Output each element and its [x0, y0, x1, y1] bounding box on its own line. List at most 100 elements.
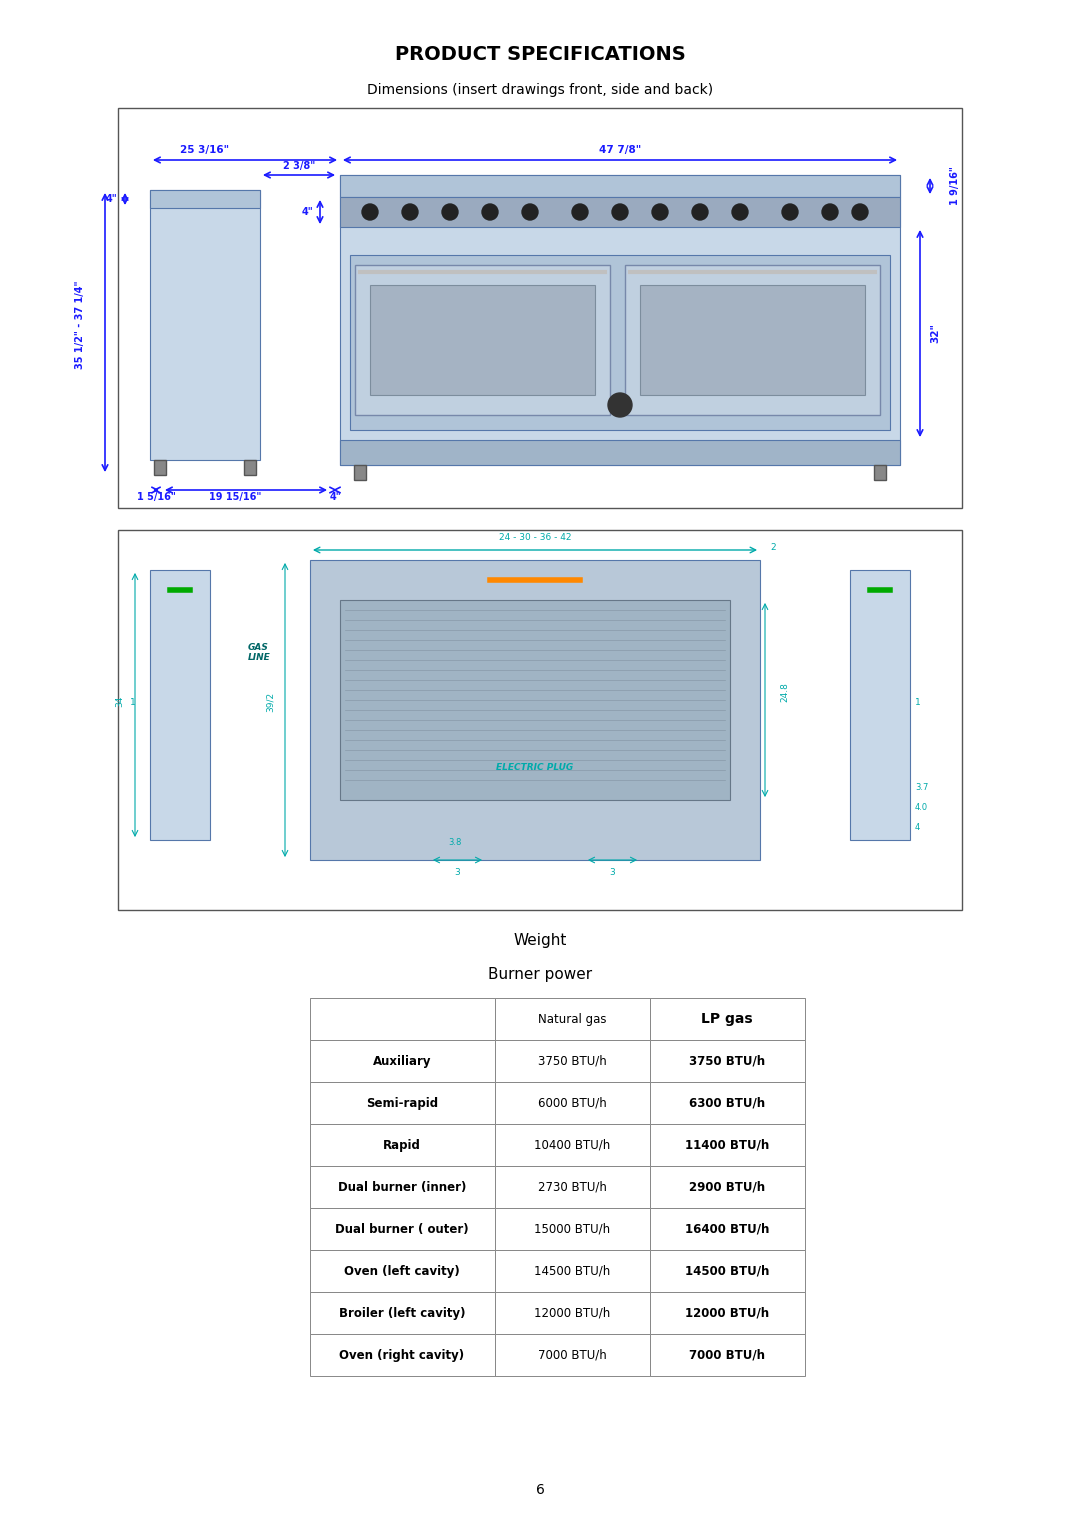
Text: Auxiliary: Auxiliary	[373, 1054, 431, 1068]
Text: Weight: Weight	[513, 932, 567, 947]
Bar	[350, 255, 890, 429]
Text: PRODUCT SPECIFICATIONS: PRODUCT SPECIFICATIONS	[394, 46, 686, 64]
Bar	[650, 1125, 805, 1166]
Text: Natural gas: Natural gas	[538, 1013, 606, 1025]
Bar	[495, 1082, 650, 1125]
Bar	[340, 176, 900, 465]
Text: 7000 BTU/h: 7000 BTU/h	[689, 1349, 765, 1361]
Circle shape	[652, 205, 669, 220]
Bar	[310, 1082, 495, 1125]
Text: 14500 BTU/h: 14500 BTU/h	[534, 1265, 610, 1277]
Bar	[310, 1166, 495, 1209]
Bar	[650, 1166, 805, 1209]
Bar	[495, 1041, 650, 1082]
Text: 11400 BTU/h: 11400 BTU/h	[685, 1138, 769, 1152]
Text: 19 15/16": 19 15/16"	[208, 492, 261, 503]
Bar	[154, 460, 166, 475]
Text: 47 7/8": 47 7/8"	[599, 145, 642, 154]
Bar	[495, 1166, 650, 1209]
Bar	[118, 108, 962, 507]
Text: Semi-rapid: Semi-rapid	[366, 1097, 438, 1109]
Text: Dual burner ( outer): Dual burner ( outer)	[335, 1222, 469, 1236]
Text: 14500 BTU/h: 14500 BTU/h	[685, 1265, 769, 1277]
Bar	[650, 998, 805, 1041]
Text: 2900 BTU/h: 2900 BTU/h	[689, 1181, 765, 1193]
Bar	[354, 465, 366, 480]
Text: 2730 BTU/h: 2730 BTU/h	[538, 1181, 607, 1193]
Bar	[495, 1250, 650, 1293]
Bar	[850, 570, 910, 840]
Bar	[495, 1209, 650, 1250]
Bar	[150, 570, 210, 840]
Text: 39/2: 39/2	[266, 692, 274, 712]
Bar	[650, 1334, 805, 1377]
Bar	[495, 1293, 650, 1334]
Bar	[625, 264, 880, 416]
Bar	[310, 1334, 495, 1377]
Bar	[310, 998, 495, 1041]
Text: 1: 1	[915, 698, 921, 707]
Text: 3: 3	[454, 868, 460, 877]
Bar	[640, 286, 865, 396]
Text: GAS
LINE: GAS LINE	[248, 643, 271, 662]
Circle shape	[482, 205, 498, 220]
Text: 25 3/16": 25 3/16"	[180, 145, 230, 154]
Text: 15000 BTU/h: 15000 BTU/h	[534, 1222, 610, 1236]
Circle shape	[442, 205, 458, 220]
Text: 3750 BTU/h: 3750 BTU/h	[689, 1054, 765, 1068]
Bar	[150, 189, 260, 208]
Bar	[495, 1334, 650, 1377]
Bar	[650, 1250, 805, 1293]
Text: Broiler (left cavity): Broiler (left cavity)	[339, 1306, 465, 1320]
Text: 2 3/8": 2 3/8"	[283, 160, 315, 171]
Bar	[495, 998, 650, 1041]
Bar	[874, 465, 886, 480]
Bar	[495, 1125, 650, 1166]
Bar	[310, 1293, 495, 1334]
Bar	[310, 1209, 495, 1250]
Text: 4.0: 4.0	[915, 804, 928, 811]
Text: 10400 BTU/h: 10400 BTU/h	[534, 1138, 610, 1152]
Circle shape	[732, 205, 748, 220]
Text: 1 5/16": 1 5/16"	[136, 492, 175, 503]
Text: Oven (right cavity): Oven (right cavity)	[339, 1349, 464, 1361]
Text: 4: 4	[915, 824, 920, 833]
Text: 4": 4"	[329, 492, 341, 503]
Text: 2: 2	[770, 542, 775, 552]
Text: 3: 3	[609, 868, 615, 877]
Bar	[310, 559, 760, 860]
Text: 35 1/2" - 37 1/4": 35 1/2" - 37 1/4"	[75, 281, 85, 370]
Bar	[310, 1125, 495, 1166]
Text: 7000 BTU/h: 7000 BTU/h	[538, 1349, 606, 1361]
Bar	[340, 440, 900, 465]
Text: 34: 34	[116, 695, 124, 707]
Text: 16400 BTU/h: 16400 BTU/h	[685, 1222, 769, 1236]
Bar	[150, 189, 260, 460]
Text: Oven (left cavity): Oven (left cavity)	[345, 1265, 460, 1277]
Circle shape	[822, 205, 838, 220]
Bar	[355, 264, 610, 416]
Bar	[310, 1041, 495, 1082]
Text: 1 9/16": 1 9/16"	[950, 167, 960, 205]
Text: 12000 BTU/h: 12000 BTU/h	[534, 1306, 610, 1320]
Circle shape	[572, 205, 588, 220]
Circle shape	[608, 393, 632, 417]
Text: 3.8: 3.8	[448, 837, 461, 847]
Text: 6000 BTU/h: 6000 BTU/h	[538, 1097, 606, 1109]
Text: ELECTRIC PLUG: ELECTRIC PLUG	[497, 762, 573, 772]
Circle shape	[522, 205, 538, 220]
Circle shape	[402, 205, 418, 220]
Text: Rapid: Rapid	[383, 1138, 421, 1152]
Text: Burner power: Burner power	[488, 967, 592, 983]
Bar	[650, 1041, 805, 1082]
Bar	[310, 1250, 495, 1293]
Circle shape	[362, 205, 378, 220]
Bar	[340, 601, 730, 801]
Text: 1: 1	[130, 698, 136, 707]
Bar	[340, 197, 900, 228]
Text: 4": 4"	[301, 206, 313, 217]
Text: 24 - 30 - 36 - 42: 24 - 30 - 36 - 42	[499, 533, 571, 542]
Text: 32": 32"	[930, 322, 940, 342]
Bar	[340, 176, 900, 197]
Text: Dual burner (inner): Dual burner (inner)	[338, 1181, 467, 1193]
